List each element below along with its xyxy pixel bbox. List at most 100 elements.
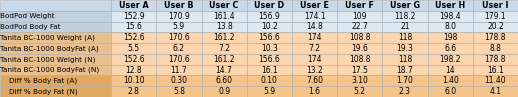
Text: 108.8: 108.8 — [349, 55, 370, 64]
Bar — [427, 43, 473, 54]
Text: 7.60: 7.60 — [306, 76, 323, 85]
Bar — [382, 0, 427, 11]
Bar — [292, 75, 337, 86]
Bar — [337, 65, 382, 75]
Bar — [202, 65, 247, 75]
Bar — [292, 86, 337, 97]
Bar — [0, 43, 111, 54]
Text: User C: User C — [209, 1, 239, 10]
Text: 7.2: 7.2 — [218, 44, 230, 53]
Text: 0.10: 0.10 — [261, 76, 278, 85]
Bar — [382, 43, 427, 54]
Bar — [156, 65, 202, 75]
Bar — [473, 54, 518, 65]
Bar — [247, 54, 292, 65]
Text: 12.8: 12.8 — [125, 66, 142, 75]
Text: 108.8: 108.8 — [349, 33, 370, 42]
Text: 161.2: 161.2 — [213, 55, 235, 64]
Bar — [337, 75, 382, 86]
Text: 18.7: 18.7 — [397, 66, 413, 75]
Bar — [156, 75, 202, 86]
Bar — [382, 32, 427, 43]
Bar — [292, 32, 337, 43]
Text: 118: 118 — [398, 33, 412, 42]
Bar — [247, 86, 292, 97]
Bar — [427, 65, 473, 75]
Text: User E: User E — [300, 1, 329, 10]
Bar — [156, 11, 202, 22]
Bar — [0, 11, 111, 22]
Bar — [247, 65, 292, 75]
Text: 156.6: 156.6 — [258, 33, 280, 42]
Text: 2.8: 2.8 — [128, 87, 140, 96]
Bar — [156, 54, 202, 65]
Text: 8.0: 8.0 — [444, 22, 456, 31]
Text: 13.2: 13.2 — [306, 66, 323, 75]
Bar — [111, 22, 156, 32]
Bar — [337, 0, 382, 11]
Text: 6.0: 6.0 — [444, 87, 456, 96]
Bar — [337, 22, 382, 32]
Text: 174: 174 — [307, 33, 322, 42]
Text: Tanita BC-1000 BodyFat (N): Tanita BC-1000 BodyFat (N) — [1, 67, 99, 73]
Text: 11.7: 11.7 — [170, 66, 188, 75]
Bar — [0, 65, 111, 75]
Bar — [427, 22, 473, 32]
Text: 1.6: 1.6 — [309, 87, 321, 96]
Text: BodPod Body Fat: BodPod Body Fat — [1, 24, 61, 30]
Text: User D: User D — [254, 1, 284, 10]
Bar — [202, 22, 247, 32]
Text: 152.9: 152.9 — [123, 12, 145, 21]
Text: 16.1: 16.1 — [487, 66, 504, 75]
Text: 2.3: 2.3 — [399, 87, 411, 96]
Bar — [0, 22, 111, 32]
Bar — [111, 43, 156, 54]
Bar — [337, 86, 382, 97]
Text: User G: User G — [390, 1, 420, 10]
Text: 174.1: 174.1 — [304, 12, 325, 21]
Text: 170.6: 170.6 — [168, 33, 190, 42]
Text: 17.5: 17.5 — [351, 66, 368, 75]
Text: 5.8: 5.8 — [173, 87, 185, 96]
Text: 198.4: 198.4 — [439, 12, 461, 21]
Bar — [202, 75, 247, 86]
Text: 4.1: 4.1 — [490, 87, 501, 96]
Text: 5.2: 5.2 — [354, 87, 366, 96]
Text: 10.10: 10.10 — [123, 76, 145, 85]
Bar — [156, 32, 202, 43]
Bar — [427, 75, 473, 86]
Text: 15.6: 15.6 — [125, 22, 142, 31]
Bar — [382, 11, 427, 22]
Text: 1.70: 1.70 — [397, 76, 413, 85]
Bar — [473, 32, 518, 43]
Bar — [156, 0, 202, 11]
Text: 5.9: 5.9 — [263, 87, 276, 96]
Bar — [111, 65, 156, 75]
Bar — [292, 0, 337, 11]
Text: Diff % Body Fat (A): Diff % Body Fat (A) — [1, 78, 78, 84]
Text: 0.9: 0.9 — [218, 87, 230, 96]
Text: User A: User A — [119, 1, 149, 10]
Text: 19.3: 19.3 — [397, 44, 413, 53]
Bar — [111, 86, 156, 97]
Bar — [247, 32, 292, 43]
Text: 161.4: 161.4 — [213, 12, 235, 21]
Bar — [473, 0, 518, 11]
Bar — [202, 86, 247, 97]
Bar — [427, 32, 473, 43]
Text: User F: User F — [346, 1, 374, 10]
Bar — [382, 65, 427, 75]
Text: 7.2: 7.2 — [309, 44, 321, 53]
Text: 161.2: 161.2 — [213, 33, 235, 42]
Bar — [427, 54, 473, 65]
Bar — [247, 0, 292, 11]
Text: Tanita BC-1000 Weight (A): Tanita BC-1000 Weight (A) — [1, 34, 95, 41]
Bar — [292, 43, 337, 54]
Text: Diff % Body Fat (N): Diff % Body Fat (N) — [1, 88, 78, 95]
Bar — [202, 32, 247, 43]
Text: 0.30: 0.30 — [170, 76, 188, 85]
Bar — [156, 22, 202, 32]
Bar — [0, 86, 111, 97]
Text: 6.6: 6.6 — [444, 44, 456, 53]
Bar — [427, 11, 473, 22]
